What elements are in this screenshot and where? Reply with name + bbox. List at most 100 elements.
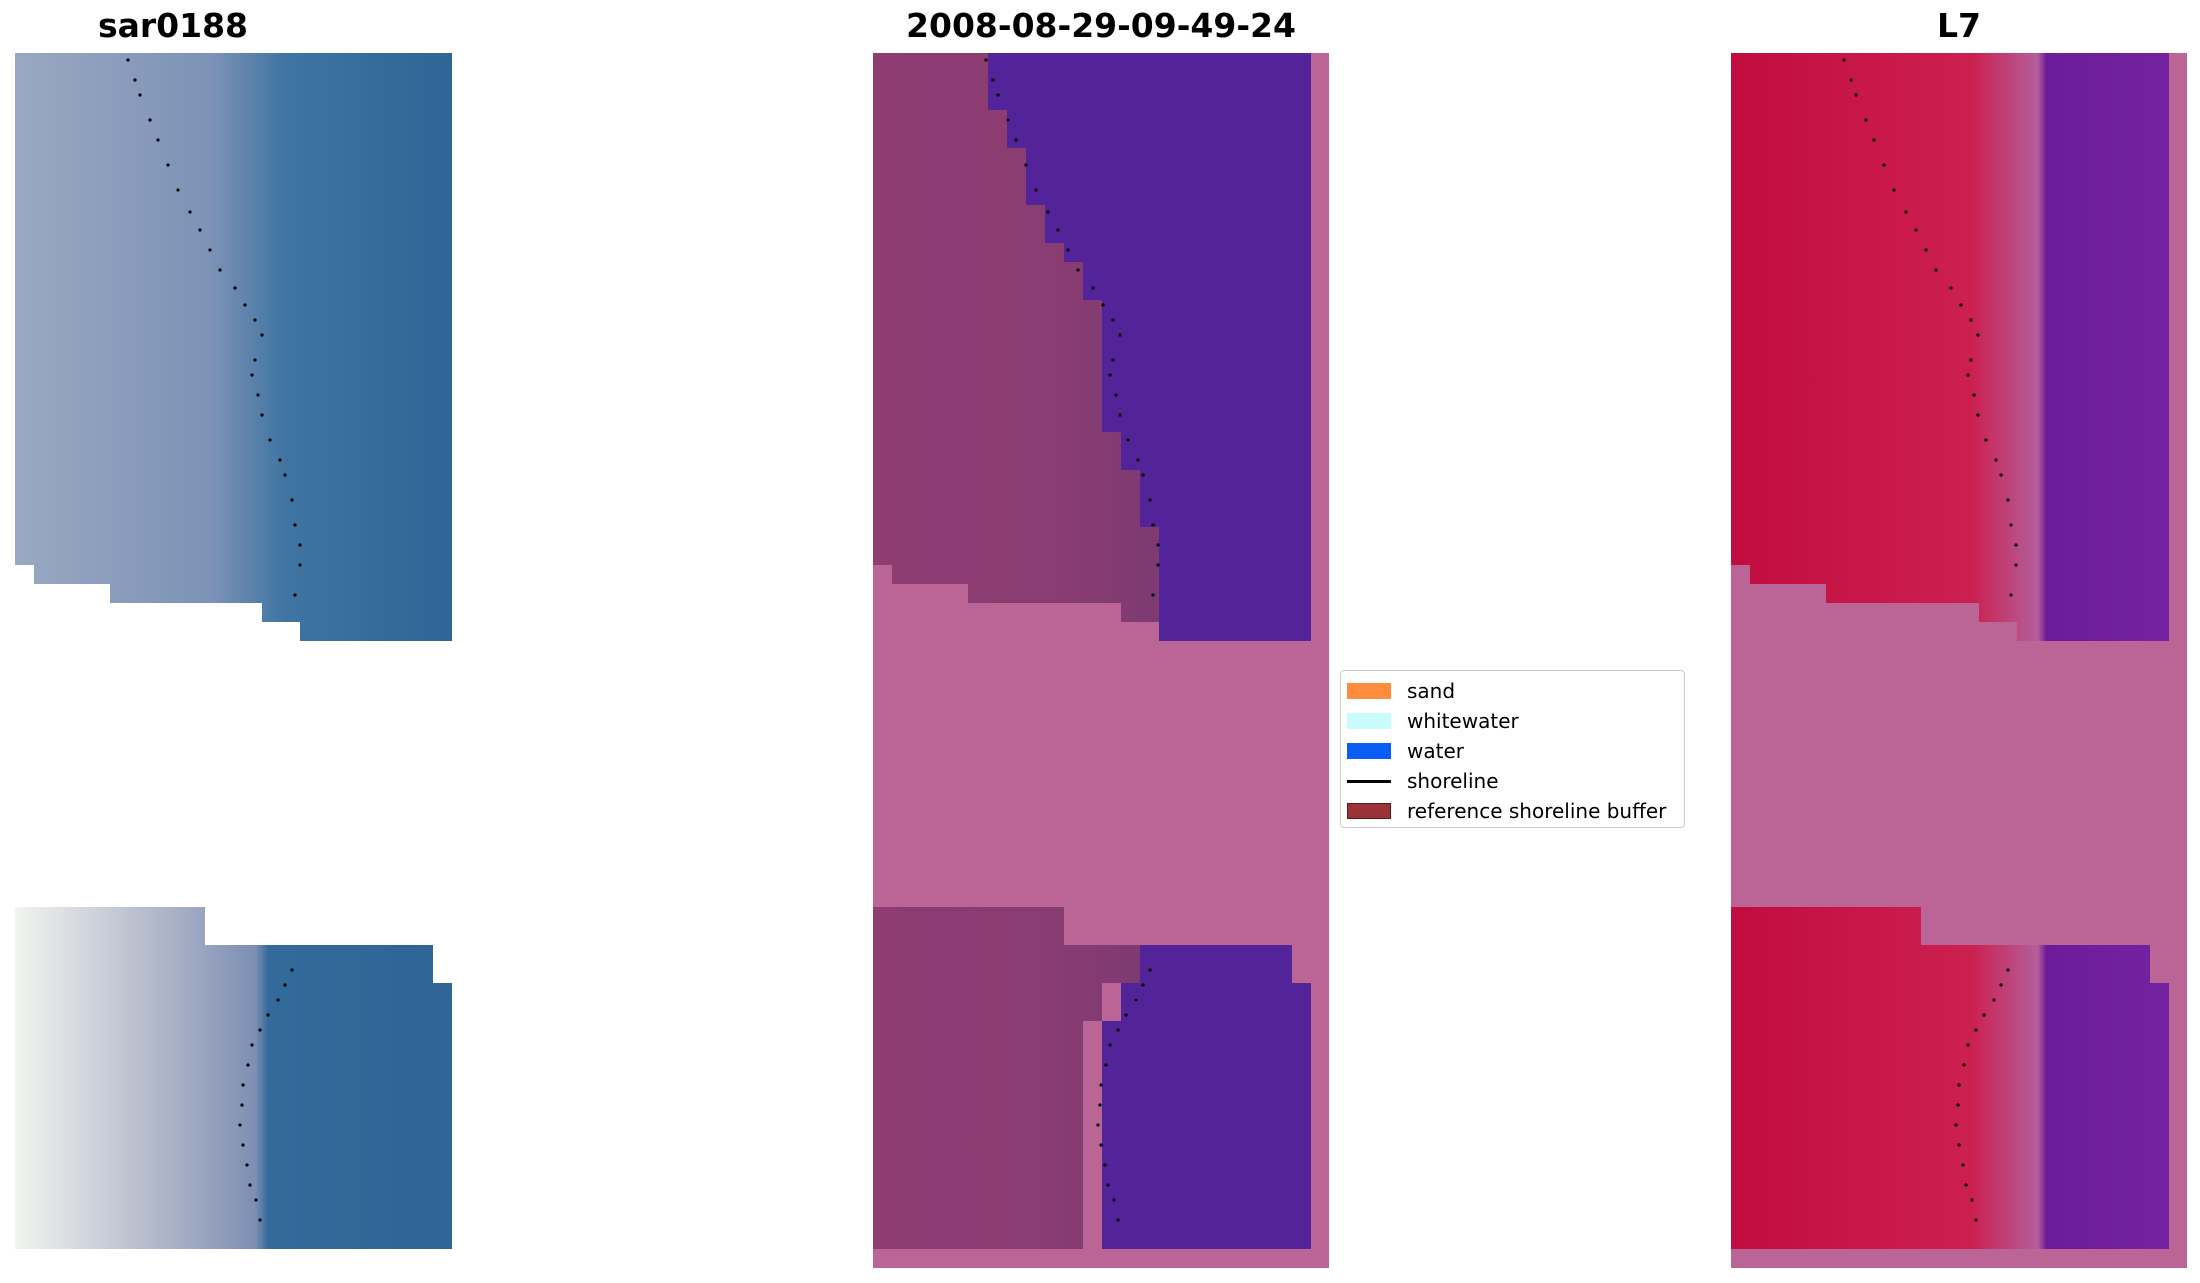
shoreline-point-bottom [1974, 1028, 1978, 1032]
shoreline-point-top [253, 358, 257, 362]
shoreline-point-top [1114, 393, 1118, 397]
shoreline-point-bottom [290, 968, 294, 972]
shoreline-point-bottom [1961, 1163, 1965, 1167]
shoreline-point-top [1994, 458, 1998, 462]
shoreline-point-bottom [1954, 1123, 1958, 1127]
shoreline-point-top [2009, 593, 2013, 597]
shoreline-point-top [176, 188, 180, 192]
shoreline-point-bottom [1099, 1143, 1103, 1147]
legend-item-sand: sand [1347, 679, 1455, 703]
rgb-top-region [15, 53, 452, 641]
shoreline-point-top [1892, 188, 1896, 192]
shoreline-point-top [250, 373, 254, 377]
shoreline-point-top [138, 93, 142, 97]
shoreline-point-bottom [1106, 1183, 1110, 1187]
shoreline-point-bottom [1098, 1103, 1102, 1107]
shoreline-point-top [283, 473, 287, 477]
shoreline-point-top [1882, 163, 1886, 167]
shoreline-point-top [260, 333, 264, 337]
shoreline-point-top [1924, 248, 1928, 252]
shoreline-point-bottom [1104, 1063, 1108, 1067]
shoreline-point-top [1156, 563, 1160, 567]
shoreline-point-top [2014, 543, 2018, 547]
legend-swatch-reference-buffer [1347, 803, 1391, 819]
shoreline-point-top [243, 303, 247, 307]
shoreline-point-top [208, 248, 212, 252]
classification-water-top [988, 53, 1311, 641]
shoreline-point-top [233, 286, 237, 290]
shoreline-point-top [218, 268, 222, 272]
legend-item-water: water [1347, 739, 1464, 763]
shoreline-point-top [1984, 438, 1988, 442]
shoreline-point-top [166, 163, 170, 167]
shoreline-point-top [1118, 413, 1122, 417]
shoreline-point-top [1126, 438, 1130, 442]
shoreline-point-bottom [258, 1028, 262, 1032]
shoreline-point-bottom [276, 998, 280, 1002]
shoreline-point-bottom [1956, 1103, 1960, 1107]
shoreline-point-bottom [245, 1163, 249, 1167]
shoreline-point-top [1101, 303, 1105, 307]
shoreline-point-top [1056, 228, 1060, 232]
shoreline-point-top [1136, 458, 1140, 462]
shoreline-point-bottom [1966, 1043, 1970, 1047]
shoreline-point-top [1118, 333, 1122, 337]
shoreline-point-bottom [254, 1198, 258, 1202]
shoreline-point-top [293, 593, 297, 597]
shoreline-point-bottom [1134, 998, 1138, 1002]
shoreline-point-bottom [241, 1083, 245, 1087]
shoreline-point-top [298, 563, 302, 567]
shoreline-point-top [1959, 303, 1963, 307]
shoreline-point-top [126, 58, 130, 62]
index-panel [1731, 53, 2187, 1268]
legend-item-reference-buffer: reference shoreline buffer [1347, 799, 1666, 823]
shoreline-point-top [1969, 318, 1973, 322]
shoreline-point-top [1151, 523, 1155, 527]
shoreline-point-top [1976, 333, 1980, 337]
shoreline-point-top [133, 78, 137, 82]
legend: sand whitewater water shoreline referenc… [1340, 670, 1685, 828]
shoreline-point-bottom [266, 1013, 270, 1017]
classification-land-bottom [873, 907, 1140, 1249]
shoreline-point-bottom [246, 1063, 250, 1067]
shoreline-point-bottom [1148, 968, 1152, 972]
shoreline-point-top [1949, 286, 1953, 290]
classification-panel [873, 53, 1329, 1268]
shoreline-point-top [188, 210, 192, 214]
shoreline-point-bottom [283, 983, 287, 987]
rgb-image-panel [15, 53, 452, 1249]
shoreline-point-top [293, 523, 297, 527]
index-bottom-region [1731, 907, 2169, 1249]
legend-swatch-whitewater [1347, 713, 1391, 729]
shoreline-point-bottom [1096, 1123, 1100, 1127]
shoreline-point-bottom [1957, 1143, 1961, 1147]
shoreline-point-top [1156, 543, 1160, 547]
legend-item-shoreline: shoreline [1347, 769, 1499, 793]
shoreline-point-top [1006, 118, 1010, 122]
shoreline-point-bottom [1957, 1083, 1961, 1087]
shoreline-point-top [1111, 358, 1115, 362]
shoreline-point-top [156, 138, 160, 142]
shoreline-point-top [1842, 58, 1846, 62]
shoreline-point-top [1976, 413, 1980, 417]
shoreline-point-bottom [1116, 1218, 1120, 1222]
shoreline-point-top [984, 58, 988, 62]
shoreline-point-top [290, 498, 294, 502]
shoreline-point-top [260, 413, 264, 417]
shoreline-point-bottom [258, 1218, 262, 1222]
shoreline-point-bottom [250, 1043, 254, 1047]
shoreline-point-top [268, 438, 272, 442]
classification-land-top [873, 53, 1159, 622]
legend-swatch-shoreline [1347, 779, 1391, 783]
shoreline-point-top [256, 393, 260, 397]
shoreline-point-bottom [2006, 968, 2010, 972]
shoreline-point-bottom [1992, 998, 1996, 1002]
shoreline-point-top [1046, 210, 1050, 214]
shoreline-point-top [1108, 373, 1112, 377]
shoreline-point-top [996, 93, 1000, 97]
shoreline-point-top [1091, 286, 1095, 290]
shoreline-point-bottom [1974, 1218, 1978, 1222]
shoreline-point-bottom [240, 1103, 244, 1107]
shoreline-point-top [1864, 118, 1868, 122]
